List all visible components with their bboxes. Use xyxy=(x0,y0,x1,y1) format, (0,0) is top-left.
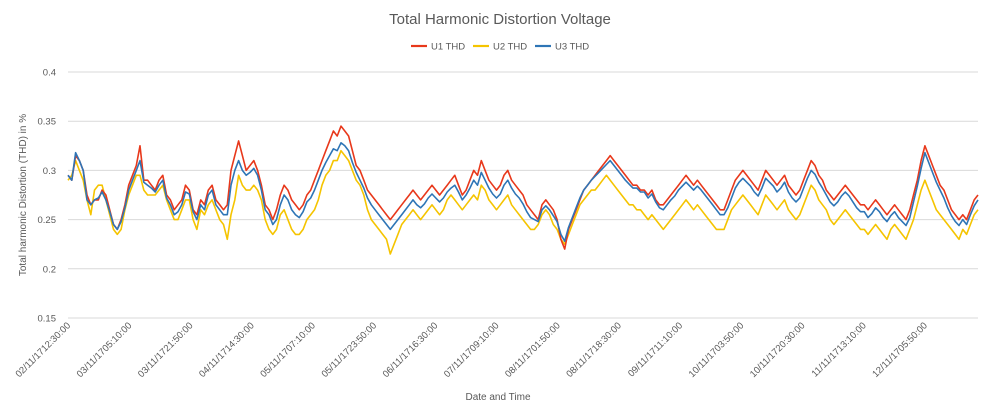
x-tick-label: 03/11/1721:50:00 xyxy=(136,320,196,380)
series-line-u3-thd xyxy=(67,142,979,242)
y-tick-label: 0.2 xyxy=(43,264,56,275)
y-tick-label: 0.4 xyxy=(43,68,56,79)
y-tick-label: 0.3 xyxy=(43,166,56,177)
y-axis-label: Total harmonic Distortion (THD) in % xyxy=(18,114,29,276)
x-tick-label: 12/11/1705:50:00 xyxy=(870,320,930,380)
legend-label: U1 THD xyxy=(431,42,465,53)
series-lines xyxy=(67,125,979,255)
legend-label: U2 THD xyxy=(493,42,527,53)
x-axis-label: Date and Time xyxy=(465,392,530,403)
y-tick-label: 0.25 xyxy=(38,215,57,226)
x-tick-label: 10/11/1720:30:00 xyxy=(748,320,808,380)
x-tick-label: 06/11/1716:30:00 xyxy=(381,320,441,380)
x-tick-label: 08/11/1701:50:00 xyxy=(503,320,563,380)
x-tick-label: 02/11/1712:30:00 xyxy=(14,320,74,380)
x-tick-label: 05/11/1707:10:00 xyxy=(258,320,318,380)
series-line-u1-thd xyxy=(67,125,979,250)
series-line-u2-thd xyxy=(67,149,979,255)
y-tick-label: 0.35 xyxy=(38,117,57,128)
x-tick-label: 08/11/1718:30:00 xyxy=(564,320,624,380)
legend: U1 THD U2 THD U3 THD xyxy=(411,42,589,53)
x-tick-label: 05/11/1723:50:00 xyxy=(320,320,380,380)
x-tick-label: 04/11/1714:30:00 xyxy=(197,320,257,380)
x-tick-label: 11/11/1713:10:00 xyxy=(810,320,869,379)
x-tick-label: 10/11/1703:50:00 xyxy=(687,320,747,380)
legend-label: U3 THD xyxy=(555,42,589,53)
x-tick-label: 03/11/1705:10:00 xyxy=(75,320,135,380)
x-tick-label: 07/11/1709:10:00 xyxy=(442,320,502,380)
chart-title: Total Harmonic Distortion Voltage xyxy=(389,11,611,28)
x-axis-ticks: 02/11/1712:30:00 03/11/1705:10:00 03/11/17… xyxy=(14,320,930,380)
x-tick-label: 09/11/1711:10:00 xyxy=(626,320,685,379)
y-axis-ticks: 0.15 0.2 0.25 0.3 0.35 0.4 xyxy=(38,68,57,325)
y-tick-label: 0.15 xyxy=(38,314,57,325)
